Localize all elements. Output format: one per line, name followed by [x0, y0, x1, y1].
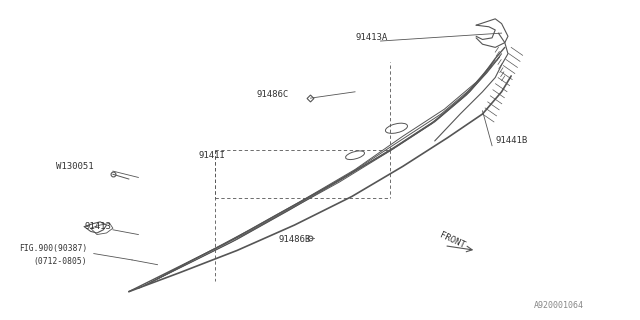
- Text: A920001064: A920001064: [534, 301, 584, 310]
- Text: 91441B: 91441B: [495, 136, 527, 146]
- Text: 91413A: 91413A: [355, 33, 387, 42]
- Text: 91486B: 91486B: [278, 235, 311, 244]
- Text: 91413: 91413: [84, 222, 111, 231]
- Text: 91486C: 91486C: [256, 91, 289, 100]
- Text: W130051: W130051: [56, 162, 93, 171]
- Text: FRONT: FRONT: [438, 231, 466, 251]
- Text: (0712-0805): (0712-0805): [33, 257, 87, 266]
- Text: 9141I: 9141I: [199, 151, 226, 160]
- Text: FIG.900(90387): FIG.900(90387): [19, 244, 88, 253]
